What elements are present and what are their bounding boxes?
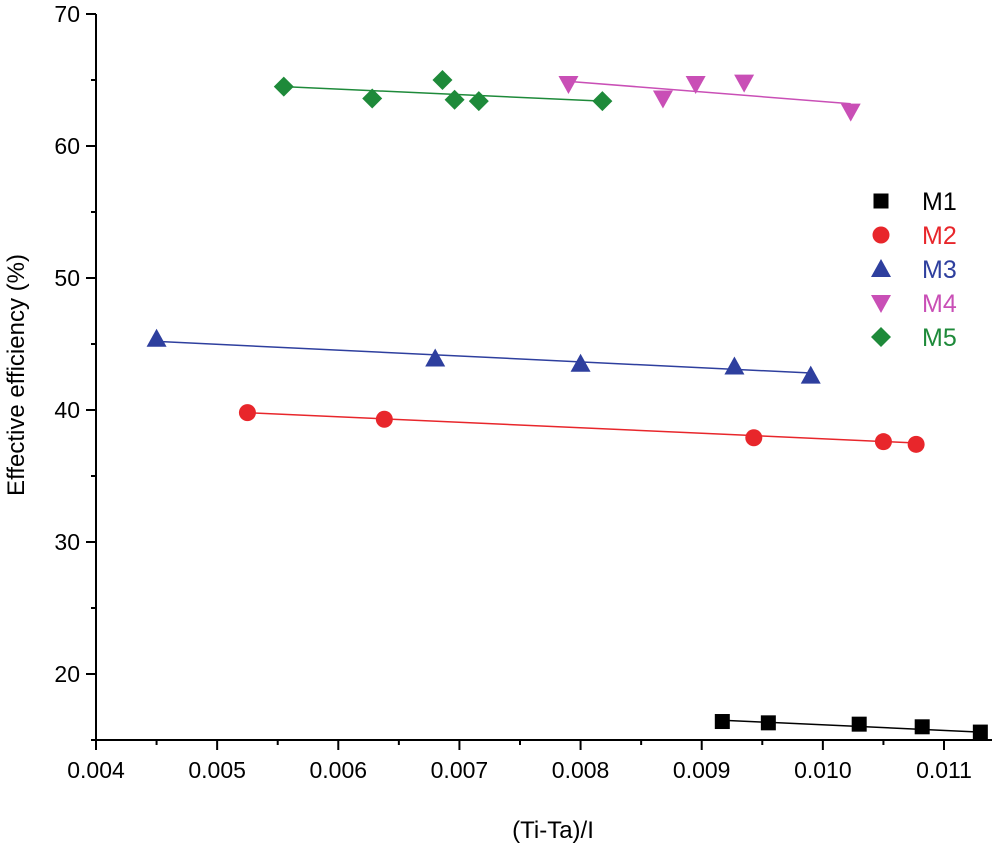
point-m1-1 — [760, 715, 776, 731]
legend-marker-m3 — [871, 259, 891, 277]
y-tick-label-1: 30 — [54, 529, 80, 555]
point-m5-2 — [432, 70, 453, 90]
legend-label-m3: M3 — [922, 256, 957, 284]
legend-marker-m1 — [873, 193, 889, 209]
point-m2-3 — [874, 433, 892, 451]
point-m3-3 — [724, 356, 745, 375]
x-tick-label-2: 0.006 — [310, 757, 368, 783]
fit-line-m2 — [247, 411, 917, 444]
fit-line-m3 — [156, 340, 811, 374]
point-m5-5 — [592, 91, 613, 112]
fit-lines — [156, 80, 981, 733]
point-m5-1 — [362, 88, 383, 109]
point-m1-4 — [972, 724, 988, 740]
point-m1-2 — [851, 716, 867, 732]
point-m4-2 — [685, 75, 706, 94]
y-tick-label-4: 60 — [54, 133, 80, 159]
point-m4-3 — [734, 74, 755, 93]
point-m3-4 — [800, 365, 821, 384]
data-markers — [146, 70, 988, 740]
point-m2-1 — [375, 410, 393, 428]
point-m2-4 — [907, 435, 925, 453]
y-axis-title: Effective efficiency (%) — [3, 254, 30, 496]
x-tick-label-3: 0.007 — [431, 757, 489, 783]
point-m5-0 — [273, 76, 294, 97]
legend-marker-m2 — [872, 226, 890, 244]
x-tick-label-6: 0.010 — [794, 757, 852, 783]
legend-label-m1: M1 — [922, 188, 957, 216]
point-m2-2 — [745, 429, 763, 447]
y-tick-label-5: 70 — [54, 1, 80, 27]
fit-line-m4 — [568, 80, 851, 105]
x-tick-label-1: 0.005 — [188, 757, 246, 783]
point-m5-4 — [468, 91, 489, 112]
y-tick-label-0: 20 — [54, 661, 80, 687]
x-tick-label-0: 0.004 — [67, 757, 125, 783]
ticks: 0.004 0.005 0.006 0.007 0.008 0.009 0.010 0.011… — [54, 1, 972, 783]
point-m1-3 — [914, 719, 930, 735]
legend-label-m5: M5 — [922, 324, 957, 352]
legend-label-m2: M2 — [922, 222, 957, 250]
x-axis-title: (Ti-Ta)/I — [512, 817, 594, 844]
point-m4-1 — [652, 90, 673, 109]
legend-marker-m5 — [871, 327, 891, 347]
point-m3-2 — [570, 353, 591, 372]
fit-line-m5 — [283, 85, 603, 102]
point-m1-0 — [714, 714, 730, 730]
point-m2-0 — [238, 404, 256, 422]
point-m3-0 — [146, 328, 167, 347]
axes — [95, 14, 992, 741]
point-m3-1 — [425, 348, 446, 367]
y-tick-label-2: 40 — [54, 397, 80, 423]
x-tick-label-7: 0.011 — [916, 757, 972, 783]
point-m4-4 — [840, 103, 861, 122]
legend-label-m4: M4 — [922, 290, 957, 318]
point-m5-3 — [444, 89, 465, 110]
x-tick-label-5: 0.009 — [673, 757, 731, 783]
x-tick-label-4: 0.008 — [552, 757, 610, 783]
legend-marker-m4 — [871, 295, 891, 313]
y-tick-label-3: 50 — [54, 265, 80, 291]
legend: M1 M2 M3 M4 M5 — [871, 188, 957, 352]
point-m4-0 — [558, 75, 579, 94]
